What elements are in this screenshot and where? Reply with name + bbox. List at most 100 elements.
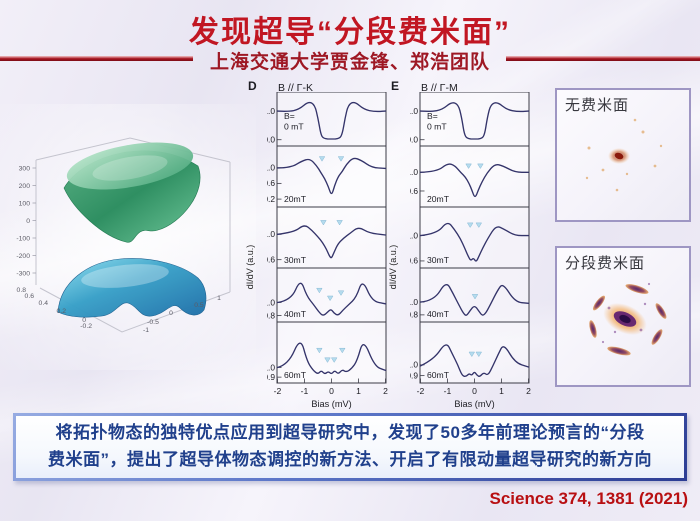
z-tick-label: -100	[16, 235, 30, 242]
x-tick-label-3d: 0.2	[57, 308, 67, 315]
y-tick-label: 1.0	[410, 230, 418, 240]
y-tick-label: 1.0	[410, 106, 418, 116]
y-tick-label: 1.0	[267, 162, 275, 172]
lower-band-highlight	[81, 264, 169, 288]
x-tick-label: 0	[472, 386, 477, 396]
z-tick-label: -300	[16, 270, 30, 277]
frame	[276, 92, 387, 384]
y-tick-label: 1.0	[267, 297, 275, 307]
ingap-state-arrow	[468, 351, 476, 358]
field-label: 20mT	[284, 194, 307, 204]
x-tick-label: -1	[301, 386, 309, 396]
y-tick-label: 1.0	[267, 229, 275, 239]
x-tick-label-3d: 0.6	[25, 293, 35, 300]
y-tick-label: 0.6	[267, 178, 275, 188]
subtitle-rule-right	[506, 56, 700, 61]
spectro-panel-D: D B // Γ-K dI/dV (a.u.) 1.00.0B=0 mT1.00…	[245, 79, 395, 422]
ingap-state-arrow	[337, 290, 345, 296]
field-label: B=	[427, 111, 438, 121]
ingap-state-arrow	[326, 295, 334, 302]
ingap-state-arrow	[475, 351, 483, 358]
ingap-state-arrow	[316, 287, 323, 294]
z-tick-label: 300	[19, 165, 31, 172]
field-label: 30mT	[284, 255, 307, 265]
fermi-arc-segments	[589, 284, 667, 356]
y-tick-label: 0.0	[410, 135, 418, 145]
ingap-state-arrow	[336, 220, 343, 226]
spectrum-curve	[276, 342, 387, 375]
y-tick-label-3d: 1	[217, 295, 221, 302]
summary-line-1: 将拓扑物态的独特优点应用到超导研究中，发现了50多年前理论预言的“分段	[55, 423, 645, 442]
ingap-state-arrow	[339, 347, 346, 354]
y-tick-label-3d: -0.5	[147, 319, 159, 326]
qpi-label-segmented-fermi-surface: 分段费米面	[565, 255, 646, 272]
y-tick-label: 0.0	[267, 135, 275, 145]
field-label: 30mT	[427, 255, 450, 265]
z-tick-label: 100	[19, 200, 31, 207]
x-axis-label: Bias (mV)	[311, 399, 351, 409]
y-axis-label: dI/dV (a.u.)	[388, 244, 398, 290]
panel-header: B // Γ-K	[278, 82, 313, 94]
ingap-state-arrow	[477, 163, 484, 169]
spectrum-curve	[419, 102, 530, 140]
y-tick-label: 0.6	[410, 256, 418, 266]
y-tick-label: 1.0	[410, 167, 418, 177]
x-tick-label: 1	[356, 386, 361, 396]
panel-header: B // Γ-M	[421, 82, 458, 94]
panel-letter: D	[248, 79, 257, 93]
summary-line-2: 费米面”，提出了超导体物态调控的新方法、开启了有限动量超导研究的新方向	[48, 450, 652, 469]
page-subtitle: 上海交通大学贾金锋、郑浩团队	[209, 52, 490, 73]
qpi-panel-segmented-fermi-surface: 分段费米面	[555, 246, 691, 387]
ingap-state-arrow	[337, 156, 345, 162]
y-tick-label: 0.8	[267, 310, 275, 320]
spectrum-curve	[419, 284, 530, 316]
spectrum-curve	[276, 157, 387, 195]
ingap-state-arrow	[471, 294, 479, 300]
z-tick-label: 0	[26, 218, 30, 225]
ingap-state-arrow	[318, 156, 326, 162]
field-label: 20mT	[427, 194, 450, 204]
z-tick-label: 200	[19, 183, 31, 190]
x-tick-label: -2	[274, 386, 282, 396]
spectro-svg-D: 1.00.0B=0 mT1.00.60.220mT1.00.630mT1.00.…	[267, 92, 388, 409]
spectro-panel-E: E B // Γ-M dI/dV (a.u.) 1.00.0B=0 mT1.00…	[388, 79, 538, 422]
spectrum-curve	[276, 282, 387, 316]
frame	[419, 92, 530, 384]
panel-letter: E	[391, 79, 400, 93]
y-tick-label: 1.0	[267, 106, 275, 116]
y-tick-label: 0.9	[267, 372, 275, 382]
field-label: 60mT	[427, 370, 450, 380]
y-tick-label-3d: -1	[143, 327, 149, 334]
x-tick-label: -1	[444, 386, 452, 396]
x-tick-label-3d: 0	[82, 317, 86, 324]
field-label: 0 mT	[284, 122, 304, 132]
y-tick-label: 1.0	[410, 360, 418, 370]
y-tick-label: 0.6	[410, 186, 418, 196]
qpi-label-no-fermi-surface: 无费米面	[565, 97, 630, 114]
spectrum-curve	[276, 225, 387, 259]
y-tick-label: 1.0	[267, 362, 275, 372]
y-tick-label-3d: 0.5	[194, 302, 204, 309]
summary-box: 将拓扑物态的独特优点应用到超导研究中，发现了50多年前理论预言的“分段 费米面”…	[13, 413, 687, 481]
x-tick-label-3d: -0.2	[80, 323, 92, 330]
spectrum-curve	[419, 163, 530, 198]
z-tick-label: -200	[16, 253, 30, 260]
lower-band-surface	[57, 258, 207, 318]
x-axis-label: Bias (mV)	[454, 399, 494, 409]
y-tick-label: 0.2	[267, 194, 275, 204]
field-label: 60mT	[284, 370, 307, 380]
qpi-map-segmented-fermi-surface	[589, 282, 667, 356]
y-tick-label: 0.9	[410, 370, 418, 380]
upper-band-mouth	[66, 142, 194, 190]
ingap-state-arrow	[320, 220, 327, 226]
y-tick-label: 1.0	[410, 297, 418, 307]
ingap-state-arrow	[330, 357, 338, 363]
surface-svg: 3002001000-100-200-3000.80.60.40.20-0.2-…	[16, 137, 231, 334]
page-title: 发现超导“分段费米面”	[189, 16, 511, 49]
ingap-state-arrow	[475, 222, 483, 228]
spectro-svg-E: 1.0 0.0 B=0 mT 1.0 0.6 20mT 1.0 0.6 30mT 1.0 0.8 40…	[410, 92, 531, 409]
x-tick-label: 1	[499, 386, 504, 396]
spectrum-curve	[276, 101, 387, 140]
field-label: B=	[284, 111, 295, 121]
